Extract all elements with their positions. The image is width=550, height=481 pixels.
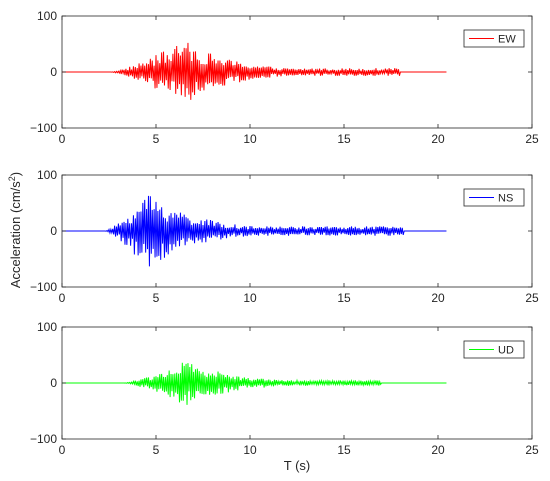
y-tick-label: −100 [30, 432, 57, 446]
x-tick-label: 20 [431, 132, 445, 146]
legend-label: EW [498, 34, 516, 46]
x-tick-label: 5 [153, 132, 160, 146]
x-tick-label: 10 [243, 291, 257, 305]
y-tick-label: 100 [37, 168, 57, 182]
x-tick-label: 25 [525, 443, 539, 457]
x-tick-label: 0 [59, 132, 66, 146]
x-tick-label: 0 [59, 291, 66, 305]
x-axis-title: T (s) [284, 458, 310, 473]
legend: UD [463, 340, 525, 359]
y-tick-label: 0 [50, 65, 57, 79]
y-axis-title: Acceleration (cm/s2) [7, 172, 23, 288]
x-tick-label: 15 [337, 443, 351, 457]
y-tick-label: 0 [50, 376, 57, 390]
legend-label: UD [498, 345, 514, 357]
x-tick-label: 10 [243, 132, 257, 146]
x-tick-label: 5 [153, 291, 160, 305]
series-line-ns [62, 195, 447, 267]
y-tick-label: 0 [50, 224, 57, 238]
y-tick-label: 100 [37, 9, 57, 23]
x-tick-label: 20 [431, 443, 445, 457]
x-tick-label: 10 [243, 443, 257, 457]
series-line-ud [62, 362, 447, 405]
legend: NS [463, 188, 525, 207]
legend-label: NS [498, 193, 513, 205]
x-tick-label: 20 [431, 291, 445, 305]
legend: EW [463, 29, 525, 48]
y-tick-label: −100 [30, 121, 57, 135]
x-tick-label: 15 [337, 132, 351, 146]
x-tick-label: 25 [525, 132, 539, 146]
x-tick-label: 15 [337, 291, 351, 305]
y-tick-label: −100 [30, 280, 57, 294]
x-tick-label: 25 [525, 291, 539, 305]
y-tick-label: 100 [37, 320, 57, 334]
x-tick-label: 0 [59, 443, 66, 457]
series-line-ew [62, 42, 447, 100]
x-tick-label: 5 [153, 443, 160, 457]
